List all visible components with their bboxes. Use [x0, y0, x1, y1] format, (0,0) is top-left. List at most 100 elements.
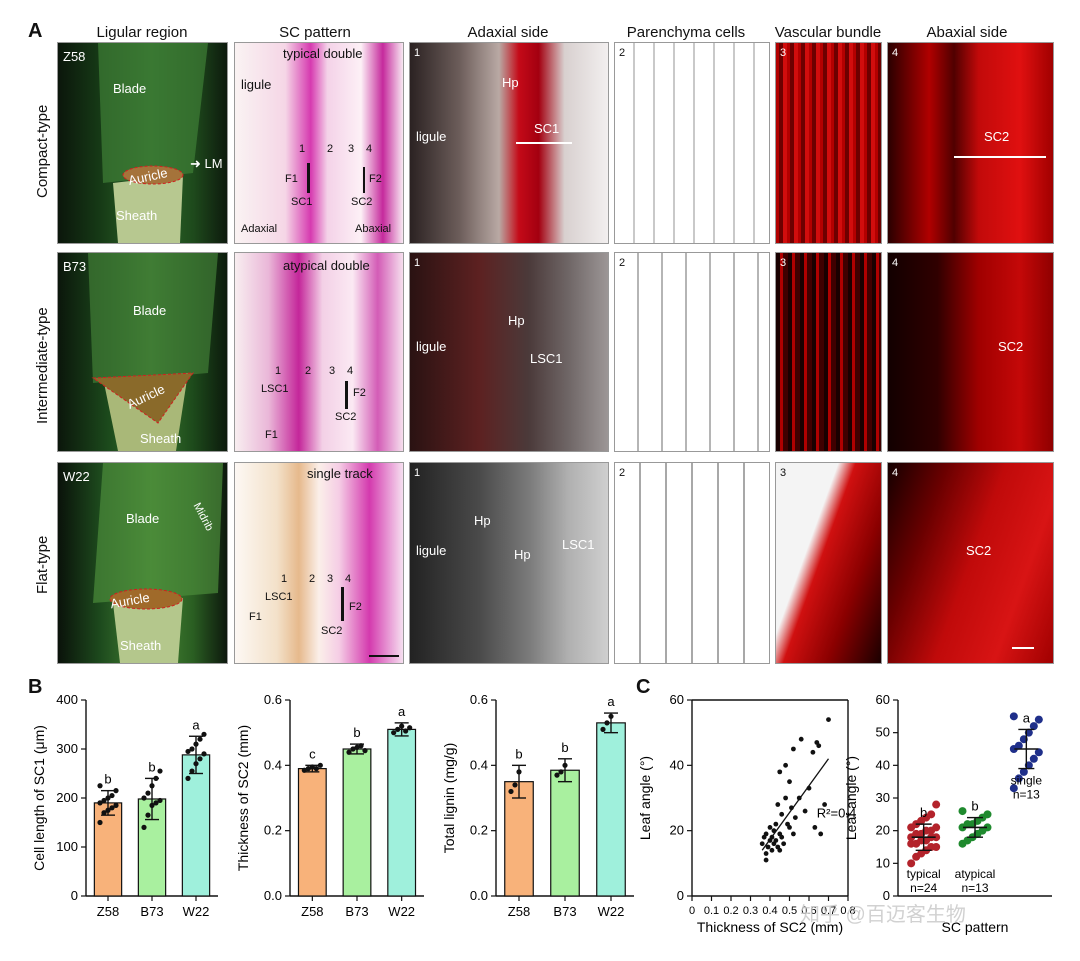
data-point	[157, 768, 163, 774]
blade-label: Blade	[126, 511, 160, 526]
data-point	[932, 843, 941, 851]
track-number: 4	[347, 365, 354, 377]
micrograph-b73-vascular-bundle: 3	[775, 252, 882, 452]
data-point	[317, 762, 323, 768]
category-label: typical	[907, 867, 941, 881]
data-point	[516, 769, 522, 775]
data-point	[1014, 774, 1023, 783]
y-tick-label: 0.6	[264, 692, 282, 707]
bar	[297, 767, 327, 897]
data-point	[201, 731, 207, 737]
data-point	[305, 766, 311, 772]
micrograph-w22-vascular-bundle: 3	[775, 462, 882, 664]
image-number: 1	[414, 467, 421, 479]
bar	[387, 728, 417, 897]
y-tick-label: 60	[670, 692, 684, 707]
stain-z58-sc-pattern: typical double ligule 1 2 3 4 F1 SC1 F2 …	[234, 42, 404, 244]
count-label: n=24	[910, 881, 937, 895]
data-point	[787, 825, 792, 830]
y-tick-label: 0	[883, 888, 890, 903]
data-point	[97, 819, 103, 826]
x-tick-label: B73	[553, 904, 576, 919]
data-point	[153, 775, 159, 781]
data-point	[101, 810, 107, 816]
y-tick-label: 400	[56, 692, 78, 707]
bar	[342, 748, 372, 897]
data-point	[1034, 748, 1043, 757]
data-point	[101, 797, 107, 804]
image-number: 4	[892, 47, 899, 59]
data-point	[767, 825, 773, 830]
ligule-label: ligule	[416, 339, 447, 354]
f2-arrow	[341, 587, 344, 621]
row-header-flat: Flat-type	[34, 535, 51, 594]
data-point	[600, 726, 606, 732]
data-point	[1029, 722, 1038, 731]
data-point	[149, 783, 155, 789]
significance-letter: b	[353, 725, 360, 740]
data-point	[818, 831, 824, 837]
data-point	[826, 717, 831, 722]
x-tick-label: B73	[140, 904, 163, 919]
micrograph-z58-abaxial: 4 SC2	[887, 42, 1054, 244]
x-tick-label: W22	[388, 904, 415, 919]
track-number: 1	[281, 573, 288, 585]
data-point	[798, 736, 804, 742]
stain-b73-sc-pattern: atypical double 1 2 3 4 LSC1 F1 F2 SC2	[234, 252, 404, 452]
line-label-w22: W22	[63, 469, 90, 484]
micrograph-b73-parenchyma: 2	[614, 252, 770, 452]
panel-label-c: C	[636, 676, 651, 698]
f2-label: F2	[369, 173, 382, 185]
data-point	[604, 720, 610, 726]
micrograph-w22-parenchyma: 2	[614, 462, 770, 664]
row-header-intermediate: Intermediate-type	[34, 307, 51, 424]
scale-bar	[369, 655, 399, 657]
data-point	[562, 762, 568, 768]
bar	[181, 754, 211, 897]
data-point	[185, 748, 191, 755]
track-number: 4	[345, 573, 352, 585]
data-point	[350, 746, 356, 752]
sc1-label: SC1	[534, 121, 560, 136]
x-tick-label: 0.7	[821, 905, 836, 917]
photo-b73-ligular-region: B73 Blade Auricle Sheath	[57, 252, 228, 452]
category-label: single	[1011, 774, 1043, 788]
image-number: 3	[780, 47, 787, 59]
y-tick-label: 40	[876, 757, 890, 772]
panel-label-b: B	[28, 676, 43, 698]
y-tick-label: 0.6	[470, 692, 488, 707]
watermark: 知乎 @百迈客生物	[800, 904, 966, 926]
y-tick-label: 0	[677, 888, 684, 903]
data-point	[779, 834, 785, 840]
lsc1-label: LSC1	[562, 537, 595, 552]
stain-w22-sc-pattern: single track 1 2 3 4 LSC1 F1 F2 SC2	[234, 462, 404, 664]
significance-letter: a	[607, 694, 615, 709]
data-point	[791, 831, 796, 837]
data-point	[765, 844, 771, 850]
x-tick-label: B73	[345, 904, 368, 919]
data-point	[149, 802, 155, 808]
track-number: 1	[275, 365, 282, 377]
data-point	[346, 749, 352, 755]
data-point	[792, 815, 798, 820]
track-number: 3	[329, 365, 336, 377]
y-axis-title: Total lignin (mg/g)	[441, 743, 457, 854]
micrograph-b73-adaxial: 1 Hp ligule LSC1	[409, 252, 609, 452]
f1-label: F1	[249, 611, 262, 623]
data-point	[777, 769, 783, 775]
y-axis-title: Thickness of SC2 (mm)	[235, 725, 251, 871]
data-point	[185, 775, 191, 781]
lsc1-label: LSC1	[530, 351, 563, 366]
image-number: 4	[892, 467, 899, 479]
data-point	[1009, 712, 1018, 721]
photo-z58-ligular-region: Z58 Blade Auricle ➜ LM Sheath	[57, 42, 228, 244]
sc-pattern-title: single track	[307, 466, 373, 481]
data-point	[362, 748, 368, 754]
row-header-compact: Compact-type	[34, 104, 51, 198]
sc2-label: SC2	[966, 543, 992, 558]
f2-label: F2	[349, 601, 362, 613]
data-point	[512, 782, 518, 788]
micrograph-z58-parenchyma: 2	[614, 42, 770, 244]
sheath-label: Sheath	[140, 431, 182, 446]
data-point	[197, 736, 203, 742]
